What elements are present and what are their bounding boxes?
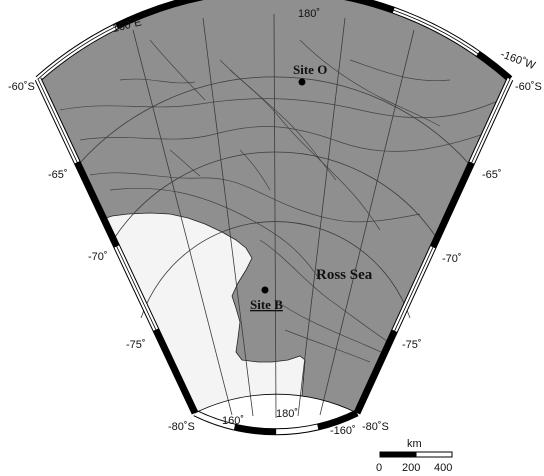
scale-tick-400: 400	[434, 462, 452, 474]
lat-label-left-75: -75˚	[126, 339, 146, 351]
lat-label-right-80s: -80˚S	[362, 421, 389, 433]
lon-label-bottom-160: 160˚	[222, 415, 244, 427]
lat-label-right-70: -70˚	[442, 253, 462, 265]
scale-tick-200: 200	[402, 462, 420, 474]
site-o-marker	[298, 78, 306, 86]
ross-sea-label: Ross Sea	[316, 267, 373, 283]
lon-label-bottom-160w: -160˚	[330, 425, 356, 437]
site-b-label: Site B	[250, 297, 283, 312]
lat-label-right-60s: -60˚S	[515, 81, 542, 93]
lat-label-left-70: -70˚	[88, 251, 108, 263]
lon-label-bottom-180: 180˚	[276, 408, 298, 420]
lat-label-left-80s: -80˚S	[168, 421, 195, 433]
lat-label-left-65: -65˚	[48, 169, 68, 181]
site-o-label: Site O	[293, 62, 327, 77]
site-b-marker	[261, 286, 269, 294]
lon-label-top-160w: -160˚W	[499, 48, 538, 72]
lat-label-left-60s: -60˚S	[8, 81, 35, 93]
lat-label-right-65: -65˚	[482, 169, 502, 181]
map-frame	[34, 0, 514, 436]
scale-tick-0: 0	[376, 462, 382, 474]
lat-label-right-75: -75˚	[402, 339, 422, 351]
lon-label-top-180: 180˚	[298, 8, 320, 20]
scale-unit: km	[407, 438, 422, 450]
scale-bar: km 0 200 400	[376, 438, 453, 474]
